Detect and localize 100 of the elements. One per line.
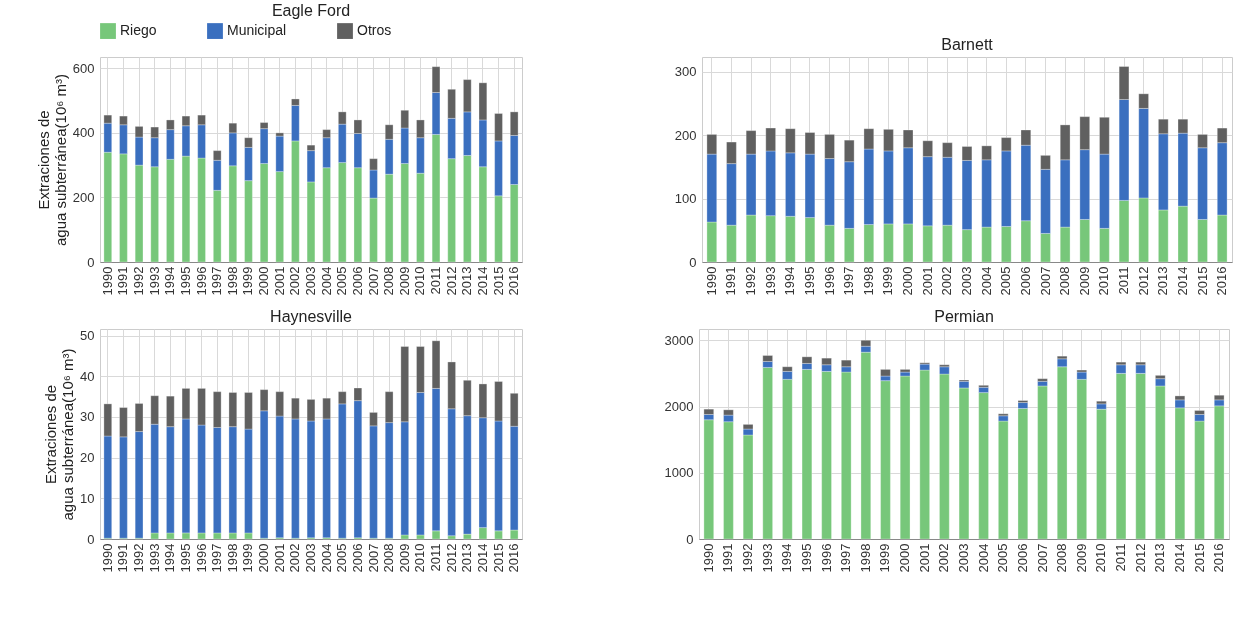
x-tick-label: 2007 xyxy=(1037,266,1053,296)
x-tick-label: 2003 xyxy=(959,266,974,296)
x-tick-label: 1994 xyxy=(162,543,178,573)
y-axis-title: Extraciones de agua subterránea(10⁶ m³) xyxy=(34,73,69,247)
y-tick-label: 20 xyxy=(80,450,95,466)
x-tick-label: 1992 xyxy=(740,543,756,573)
x-tick-label: 2000 xyxy=(897,543,913,573)
chart-title: Barnett xyxy=(941,36,994,53)
x-tick-label: 1998 xyxy=(857,543,873,573)
x-tick-label: 2005 xyxy=(995,543,1011,573)
x-tick-label: 2013 xyxy=(1155,266,1171,296)
x-tick-label: 2009 xyxy=(1076,266,1092,296)
x-tick-label: 2000 xyxy=(900,266,916,296)
x-tick-label: 2011 xyxy=(428,266,444,295)
x-tick-label: 1998 xyxy=(224,543,240,573)
x-tick-label: 1992 xyxy=(743,266,759,296)
y-tick-label: 30 xyxy=(80,409,95,425)
x-tick-label: 2004 xyxy=(318,543,334,573)
x-tick-label: 2006 xyxy=(349,543,365,573)
x-tick-label: 1997 xyxy=(838,543,854,573)
y-tick-label: 40 xyxy=(80,368,95,384)
x-tick-label: 2014 xyxy=(474,266,490,296)
x-tick-label: 2003 xyxy=(303,266,318,296)
legend-label: Municipal xyxy=(227,22,287,39)
x-tick-label: 2011 xyxy=(428,543,444,572)
x-tick-label: 2014 xyxy=(1171,543,1187,573)
x-tick-label: 2005 xyxy=(998,266,1014,296)
x-tick-label: 2000 xyxy=(256,266,272,296)
x-tick-label: 2006 xyxy=(349,266,365,296)
x-tick-label: 2005 xyxy=(334,543,350,573)
x-tick-label: 1996 xyxy=(818,543,834,573)
x-tick-label: 2002 xyxy=(936,543,952,573)
x-tick-label: 1996 xyxy=(193,266,209,296)
x-tick-label: 1994 xyxy=(162,266,178,296)
x-tick-label: 2013 xyxy=(1152,543,1168,573)
x-tick-label: 1990 xyxy=(99,543,115,573)
x-tick-label: 2013 xyxy=(459,543,475,573)
x-tick-label: 2007 xyxy=(365,266,381,296)
x-tick-label: 1999 xyxy=(880,266,896,296)
x-tick-label: 2011 xyxy=(1116,266,1132,295)
y-tick-label: 0 xyxy=(87,254,95,270)
x-tick-label: 1999 xyxy=(240,266,256,296)
x-tick-label: 1993 xyxy=(762,266,778,296)
x-tick-label: 1994 xyxy=(782,266,798,296)
x-tick-label: 2016 xyxy=(506,543,522,573)
y-tick-label: 0 xyxy=(689,254,697,270)
x-tick-label: 2000 xyxy=(256,543,272,573)
x-tick-label: 2001 xyxy=(271,543,287,573)
x-tick-label: 2016 xyxy=(1211,543,1227,573)
x-tick-label: 2003 xyxy=(956,543,971,573)
x-tick-label: 2015 xyxy=(1191,543,1207,573)
x-tick-label: 2011 xyxy=(1113,543,1129,572)
x-tick-label: 2002 xyxy=(287,543,303,573)
y-tick-label: 1000 xyxy=(664,465,694,481)
x-tick-label: 2009 xyxy=(396,266,412,296)
x-tick-label: 1997 xyxy=(209,266,225,296)
y-tick-label: 50 xyxy=(80,328,95,344)
x-tick-label: 1995 xyxy=(177,266,193,296)
x-tick-label: 1996 xyxy=(193,543,209,573)
x-tick-label: 1998 xyxy=(224,266,240,296)
chart-title: Eagle Ford xyxy=(271,2,351,19)
x-tick-label: 2006 xyxy=(1017,266,1033,296)
x-tick-label: 2012 xyxy=(443,543,459,573)
x-tick-label: 2005 xyxy=(334,266,350,296)
x-tick-label: 2008 xyxy=(1054,543,1070,573)
x-tick-label: 2001 xyxy=(271,266,287,296)
x-tick-label: 1993 xyxy=(146,543,162,573)
x-tick-label: 2015 xyxy=(1194,266,1210,296)
x-tick-label: 2008 xyxy=(1057,266,1073,296)
y-tick-label: 300 xyxy=(674,64,697,80)
y-tick-label: 200 xyxy=(674,127,697,143)
x-tick-label: 1995 xyxy=(177,543,193,573)
x-tick-label: 2014 xyxy=(1174,266,1190,296)
x-tick-label: 2012 xyxy=(443,266,459,296)
x-tick-label: 2009 xyxy=(396,543,412,573)
x-tick-label: 1991 xyxy=(723,266,739,296)
x-tick-label: 2010 xyxy=(1093,543,1109,573)
x-tick-label: 1994 xyxy=(779,543,795,573)
x-tick-label: 2010 xyxy=(412,543,428,573)
x-tick-label: 1996 xyxy=(821,266,837,296)
x-tick-label: 2012 xyxy=(1132,543,1148,573)
x-tick-label: 2007 xyxy=(1034,543,1050,573)
y-tick-label: 0 xyxy=(686,531,694,547)
x-tick-label: 2004 xyxy=(975,543,991,573)
x-tick-label: 2004 xyxy=(978,266,994,296)
x-tick-label: 2014 xyxy=(474,543,490,573)
x-tick-label: 2002 xyxy=(939,266,955,296)
x-tick-label: 2006 xyxy=(1014,543,1030,573)
x-tick-label: 1997 xyxy=(209,543,225,573)
chart-title: Haynesville xyxy=(270,308,353,325)
x-tick-label: 2015 xyxy=(490,543,506,573)
x-tick-label: 1993 xyxy=(759,543,775,573)
x-tick-label: 1999 xyxy=(240,543,256,573)
x-tick-label: 2001 xyxy=(919,266,935,296)
y-tick-label: 600 xyxy=(72,60,95,76)
x-tick-label: 1990 xyxy=(99,266,115,296)
x-tick-label: 1998 xyxy=(860,266,876,296)
legend-label: Riego xyxy=(120,22,157,39)
x-tick-label: 1995 xyxy=(798,543,814,573)
x-tick-label: 2012 xyxy=(1135,266,1151,296)
